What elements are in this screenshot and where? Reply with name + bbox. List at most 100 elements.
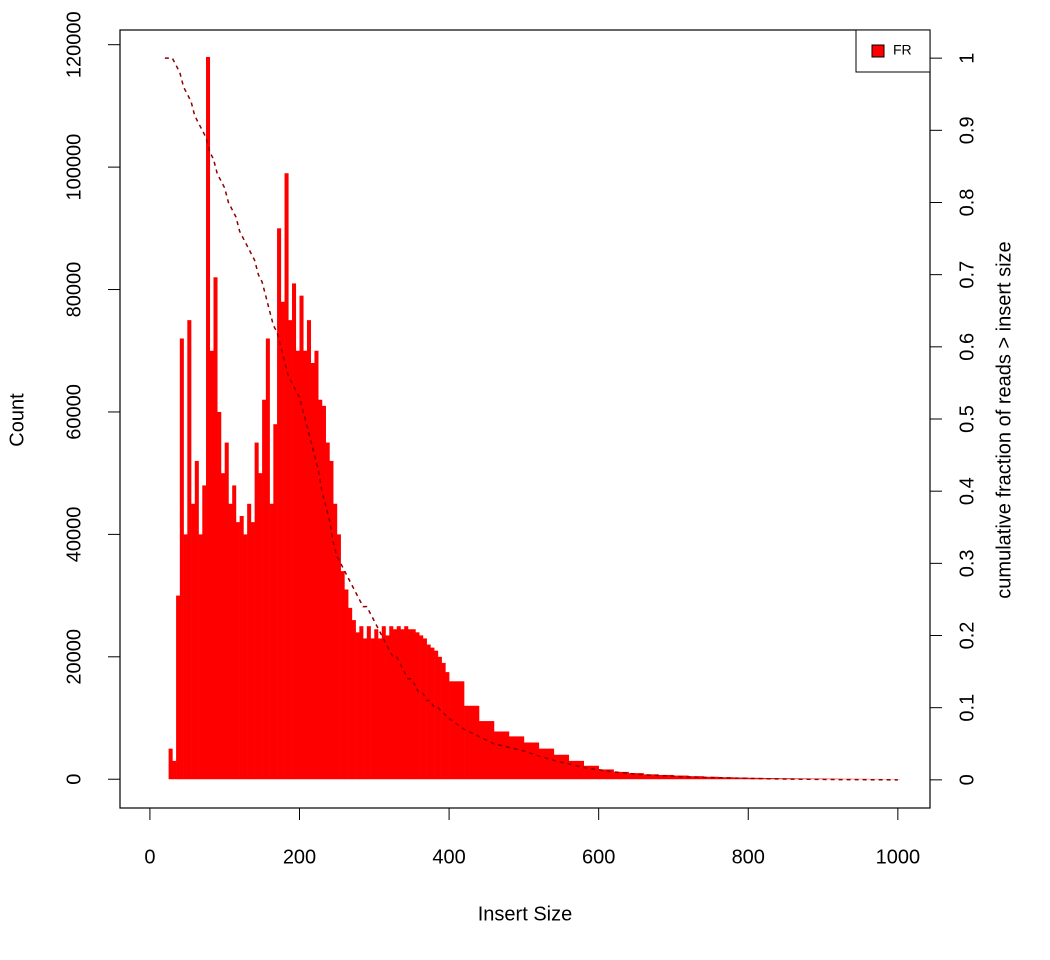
bar (763, 778, 779, 780)
bar (396, 626, 401, 780)
bar (213, 277, 218, 780)
bar (310, 362, 315, 780)
y2-tick-label: 0.9 (956, 116, 978, 144)
y-tick-label: 0 (63, 774, 85, 785)
y2-tick-label: 0.2 (956, 622, 978, 650)
legend-swatch (871, 44, 885, 58)
y2-tick-label: 0.7 (956, 261, 978, 289)
bar (553, 754, 570, 780)
x-axis-title: Insert Size (478, 903, 572, 925)
bar (493, 731, 510, 780)
bar (168, 748, 173, 780)
bar (366, 626, 371, 780)
bar (277, 228, 282, 780)
y2-tick-label: 0.6 (956, 333, 978, 361)
bar (284, 173, 289, 780)
bar (415, 632, 420, 780)
bar (250, 522, 255, 780)
bar (437, 656, 442, 780)
x-tick-label: 600 (582, 846, 615, 868)
bar (523, 742, 540, 780)
y-tick-label: 100000 (63, 134, 85, 201)
bar (374, 629, 379, 780)
bar (258, 473, 263, 780)
x-tick-label: 1000 (876, 846, 921, 868)
bar (288, 320, 293, 780)
bar (419, 635, 424, 780)
bar (220, 473, 226, 780)
bar (333, 503, 338, 780)
y-tick-label: 80000 (63, 262, 85, 318)
bar (318, 399, 323, 780)
bar (206, 56, 211, 780)
bar (673, 775, 689, 780)
bar (628, 773, 644, 780)
bar (217, 411, 222, 780)
bar (176, 595, 181, 780)
bar (508, 736, 525, 780)
cumulative-line (164, 57, 898, 781)
bar (348, 607, 353, 780)
bar (306, 320, 312, 780)
bar (321, 405, 326, 780)
bar (430, 647, 435, 780)
bar (235, 522, 240, 780)
bar (441, 662, 446, 780)
bar (194, 460, 199, 780)
bar (202, 485, 207, 780)
bar (340, 571, 345, 780)
bar (183, 534, 188, 780)
bar (295, 350, 300, 780)
bar (479, 721, 495, 780)
bar (464, 705, 480, 780)
y2-tick-label: 1 (956, 53, 978, 64)
y2-tick-label: 0.1 (956, 694, 978, 722)
bar (239, 516, 244, 780)
bar (232, 485, 237, 780)
bar (422, 638, 427, 780)
bar (198, 534, 203, 780)
bar (351, 620, 356, 780)
bar (643, 774, 659, 780)
bar (598, 769, 614, 780)
bar (392, 629, 398, 780)
bar (329, 460, 334, 780)
bar (378, 638, 383, 780)
y-tick-label: 40000 (63, 507, 85, 563)
y2-tick-label: 0.8 (956, 189, 978, 217)
bar (407, 629, 412, 780)
bar (449, 681, 465, 780)
bar (426, 644, 431, 780)
bar (411, 629, 416, 780)
y2-tick-label: 0.3 (956, 549, 978, 577)
bar (381, 626, 386, 780)
bar (568, 760, 585, 780)
y-tick-label: 60000 (63, 384, 85, 440)
bar (748, 777, 764, 780)
bar (292, 283, 297, 780)
bar (538, 748, 555, 780)
y-tick-label: 120000 (63, 11, 85, 78)
bar (583, 765, 599, 780)
x-tick-label: 200 (283, 846, 316, 868)
plot-frame (119, 29, 931, 809)
bar (370, 638, 375, 780)
bar (336, 534, 341, 780)
y2-axis-title: cumulative fraction of reads > insert si… (993, 241, 1015, 598)
bar (280, 301, 285, 780)
y2-tick-label: 0.4 (956, 477, 978, 505)
bar (254, 442, 259, 780)
bar (434, 650, 439, 780)
bar (262, 399, 267, 780)
bar (344, 589, 349, 780)
bar (389, 626, 394, 780)
bar (404, 626, 409, 780)
bar (191, 503, 196, 780)
bar (209, 350, 214, 780)
bar (172, 760, 177, 780)
y-axis-title: Count (6, 393, 28, 447)
bar (269, 503, 274, 780)
y-tick-label: 20000 (63, 629, 85, 685)
